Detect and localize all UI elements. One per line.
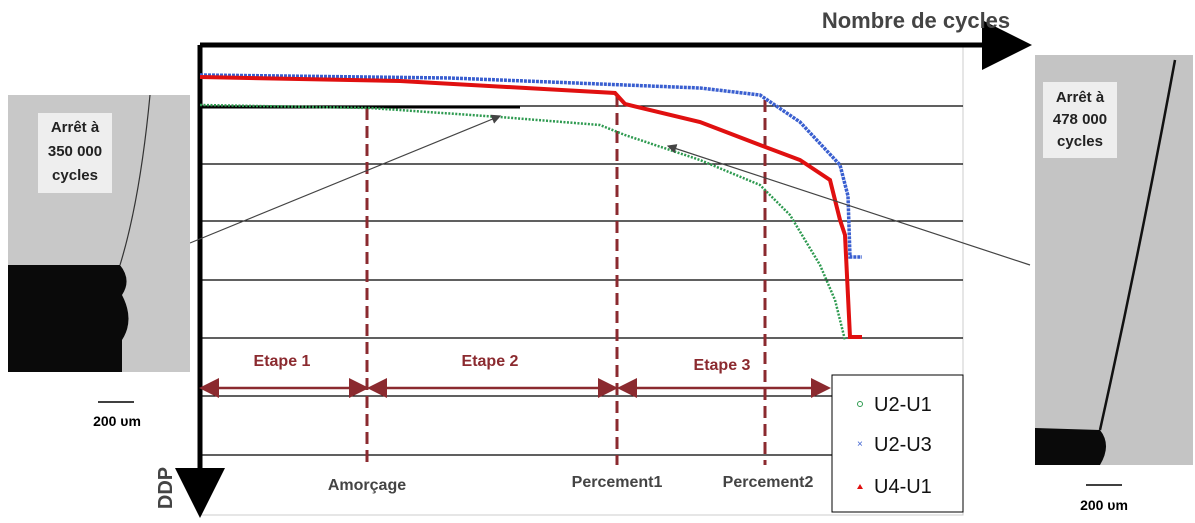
left-crack	[119, 94, 151, 266]
curve-u2-u1	[199, 103, 847, 341]
left-caption: 350 000	[48, 143, 102, 160]
right-caption: cycles	[1057, 133, 1103, 150]
right-caption: 478 000	[1053, 111, 1107, 128]
legend-marker	[857, 401, 863, 407]
legend-label: U2-U1	[874, 394, 932, 416]
x-axis-title: Nombre de cycles	[822, 8, 1010, 33]
pointer-arrow	[666, 144, 1031, 266]
legend-label: U4-U1	[874, 476, 932, 498]
curve-u2-u3	[199, 73, 862, 259]
legend-label: U2-U3	[874, 434, 932, 456]
stage-label: Etape 2	[462, 353, 519, 370]
event-label: Amorçage	[328, 477, 406, 494]
legend-marker	[857, 484, 863, 489]
left-caption: Arrêt à	[51, 119, 100, 136]
pointer-arrow	[189, 114, 502, 244]
right-caption-box	[1043, 82, 1117, 158]
legend-marker: ×	[857, 439, 863, 450]
legend	[831, 374, 964, 513]
y-axis-title: DDP	[155, 467, 177, 509]
left-caption: cycles	[52, 167, 98, 184]
event-lines	[365, 95, 767, 465]
curve-u4-u1	[199, 75, 862, 339]
left-notch	[8, 265, 129, 372]
stage-label: Etape 1	[254, 353, 311, 370]
scale-label: 200 υm	[1080, 497, 1128, 513]
right-caption: Arrêt à	[1056, 89, 1105, 106]
left-caption-box	[38, 113, 112, 193]
scale-label: 200 υm	[93, 413, 141, 429]
event-label: Percement2	[723, 474, 814, 491]
stage-label: Etape 3	[694, 357, 751, 374]
right-notch	[1035, 428, 1106, 465]
event-label: Percement1	[572, 474, 663, 491]
right-crack	[1098, 59, 1177, 431]
